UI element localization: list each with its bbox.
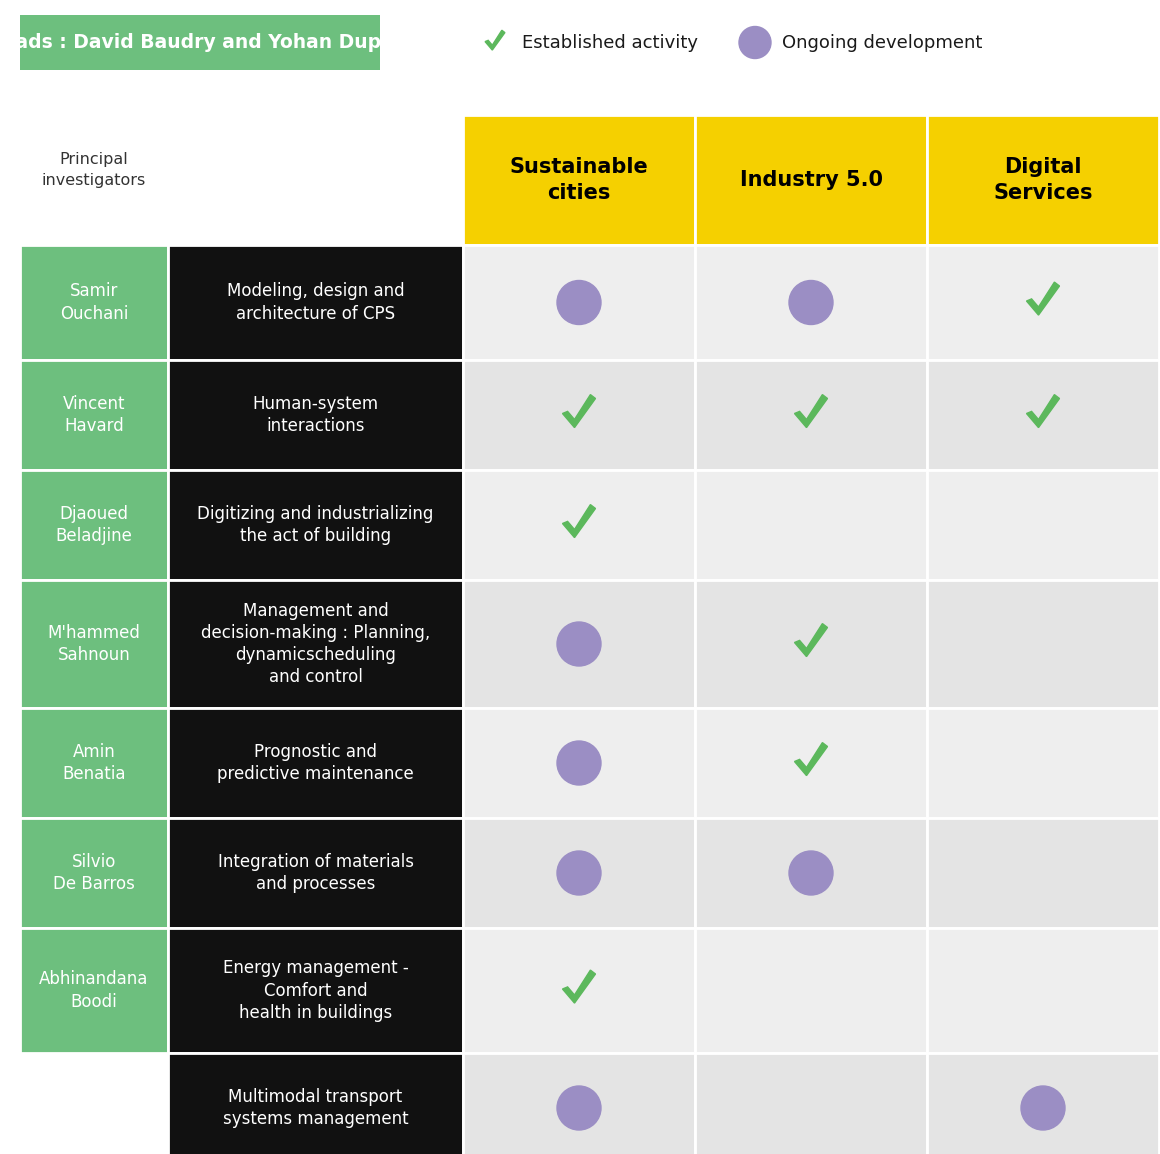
Bar (927, 245, 1159, 360)
Bar (463, 580, 695, 709)
Bar (168, 580, 463, 709)
Bar (927, 580, 1159, 709)
Bar (168, 818, 463, 928)
Bar (695, 709, 927, 818)
Circle shape (1021, 1086, 1065, 1130)
Bar (168, 470, 463, 580)
Bar (463, 470, 695, 580)
Polygon shape (485, 30, 505, 50)
Text: M'hammed
Sahnoun: M'hammed Sahnoun (48, 624, 140, 664)
Text: Integration of materials
and processes: Integration of materials and processes (218, 853, 413, 893)
Bar (168, 1052, 463, 1154)
Polygon shape (1027, 395, 1059, 428)
Bar (168, 245, 463, 360)
Text: Multimodal transport
systems management: Multimodal transport systems management (223, 1088, 408, 1129)
Bar (927, 1052, 1159, 1154)
Text: Amin
Benatia: Amin Benatia (63, 743, 125, 784)
Text: Digital
Services: Digital Services (993, 157, 1093, 203)
Polygon shape (1027, 282, 1059, 315)
Bar (695, 1052, 927, 1154)
Circle shape (789, 850, 833, 896)
Text: Management and
decision-making : Planning,
dynamicscheduling
and control: Management and decision-making : Plannin… (201, 601, 430, 687)
Bar (695, 928, 927, 1052)
Bar (20, 580, 168, 709)
Polygon shape (563, 504, 595, 538)
Bar (20, 360, 168, 470)
Text: Human-system
interactions: Human-system interactions (253, 395, 378, 435)
Bar (168, 709, 463, 818)
Text: Vincent
Havard: Vincent Havard (63, 395, 125, 435)
Bar (463, 115, 695, 245)
Bar (463, 1052, 695, 1154)
Bar (695, 245, 927, 360)
Text: Established activity: Established activity (522, 33, 698, 52)
Polygon shape (795, 395, 827, 428)
Bar (927, 928, 1159, 1052)
Text: Ongoing development: Ongoing development (782, 33, 983, 52)
Bar (463, 709, 695, 818)
Text: Digitizing and industrializing
the act of building: Digitizing and industrializing the act o… (197, 505, 434, 545)
Bar (695, 818, 927, 928)
Bar (463, 245, 695, 360)
Text: Samir
Ouchani: Samir Ouchani (60, 283, 129, 323)
Text: Sustainable
cities: Sustainable cities (509, 157, 648, 203)
Text: Industry 5.0: Industry 5.0 (740, 170, 883, 190)
Bar (20, 245, 168, 360)
Bar (927, 818, 1159, 928)
Bar (927, 470, 1159, 580)
Bar (695, 470, 927, 580)
Circle shape (557, 280, 601, 324)
Bar (927, 709, 1159, 818)
Text: Modeling, design and
architecture of CPS: Modeling, design and architecture of CPS (226, 283, 405, 323)
Bar (695, 360, 927, 470)
Text: Heads : David Baudry and Yohan Dupuis: Heads : David Baudry and Yohan Dupuis (0, 33, 413, 52)
Text: Principal
investigators: Principal investigators (42, 152, 146, 188)
Polygon shape (795, 623, 827, 657)
Bar (463, 928, 695, 1052)
Text: Prognostic and
predictive maintenance: Prognostic and predictive maintenance (217, 743, 414, 784)
Text: Djaoued
Beladjine: Djaoued Beladjine (56, 505, 132, 545)
Bar (927, 115, 1159, 245)
Bar (20, 470, 168, 580)
Bar (695, 115, 927, 245)
Bar (695, 580, 927, 709)
Text: Abhinandana
Boodi: Abhinandana Boodi (39, 971, 148, 1011)
Polygon shape (563, 395, 595, 428)
Circle shape (557, 622, 601, 666)
Bar (927, 360, 1159, 470)
Text: Silvio
De Barros: Silvio De Barros (53, 853, 135, 893)
Circle shape (557, 741, 601, 785)
Circle shape (789, 280, 833, 324)
Circle shape (739, 27, 771, 59)
Bar (20, 15, 380, 70)
Polygon shape (563, 971, 595, 1003)
Polygon shape (795, 743, 827, 775)
Circle shape (557, 850, 601, 896)
Bar (20, 818, 168, 928)
Bar (20, 928, 168, 1052)
Bar (463, 360, 695, 470)
Circle shape (557, 1086, 601, 1130)
Bar (168, 928, 463, 1052)
Bar (168, 360, 463, 470)
Bar (20, 709, 168, 818)
Bar (463, 818, 695, 928)
Text: Energy management -
Comfort and
health in buildings: Energy management - Comfort and health i… (223, 959, 408, 1021)
